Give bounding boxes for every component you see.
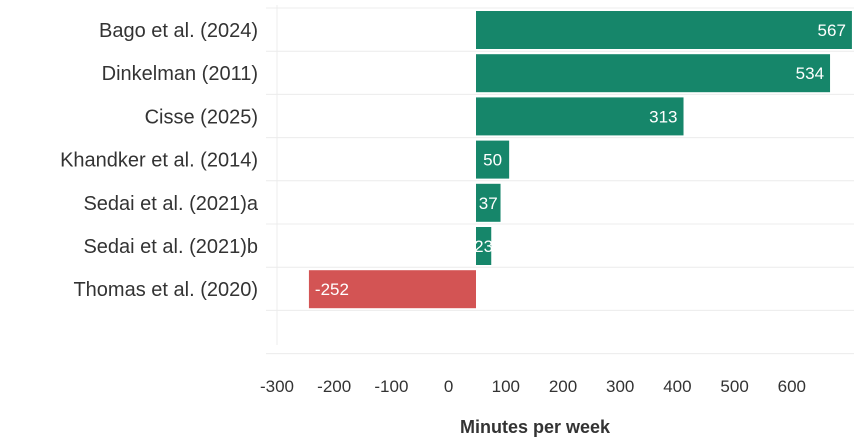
category-label: Cisse (2025) bbox=[145, 106, 258, 128]
data-label: 567 bbox=[818, 21, 846, 40]
category-label: Bago et al. (2024) bbox=[99, 20, 258, 42]
category-label: Dinkelman (2011) bbox=[102, 63, 258, 85]
bar bbox=[476, 183, 501, 222]
category-labels: Bago et al. (2024) Dinkelman (2011) Cisse … bbox=[60, 20, 259, 301]
data-label: 23 bbox=[474, 237, 493, 256]
category-label: Khandker et al. (2014) bbox=[60, 150, 258, 172]
data-label: -252 bbox=[315, 280, 349, 299]
category-label: Thomas et al. (2020) bbox=[73, 279, 258, 301]
data-label: 37 bbox=[479, 194, 498, 213]
x-tick-label: -100 bbox=[374, 377, 408, 396]
x-tick-label: 500 bbox=[720, 377, 748, 396]
bar bbox=[476, 140, 510, 179]
x-tick-label: 400 bbox=[663, 377, 691, 396]
x-axis-title: Minutes per week bbox=[460, 417, 611, 437]
bar bbox=[308, 270, 476, 309]
bar bbox=[476, 54, 831, 93]
category-label: Sedai et al. (2021)b bbox=[83, 236, 258, 258]
x-tick-labels: -300 -200 -100 0 100 200 300 400 500 600 bbox=[260, 377, 806, 396]
bar bbox=[476, 97, 684, 136]
grid-lines bbox=[266, 5, 854, 355]
x-tick-label: 100 bbox=[492, 377, 520, 396]
x-tick-label: 600 bbox=[778, 377, 806, 396]
category-label: Sedai et al. (2021)a bbox=[83, 193, 258, 215]
data-label: 534 bbox=[796, 64, 824, 83]
data-label: 50 bbox=[483, 151, 502, 170]
x-tick-label: 0 bbox=[444, 377, 453, 396]
data-label: 313 bbox=[649, 107, 677, 126]
bar bbox=[476, 227, 492, 265]
bar bbox=[476, 11, 852, 49]
x-tick-label: 300 bbox=[606, 377, 634, 396]
x-tick-label: -300 bbox=[260, 377, 294, 396]
bars: 567 534 313 50 37 23 -252 bbox=[308, 11, 852, 309]
x-tick-label: -200 bbox=[317, 377, 351, 396]
x-tick-label: 200 bbox=[549, 377, 577, 396]
